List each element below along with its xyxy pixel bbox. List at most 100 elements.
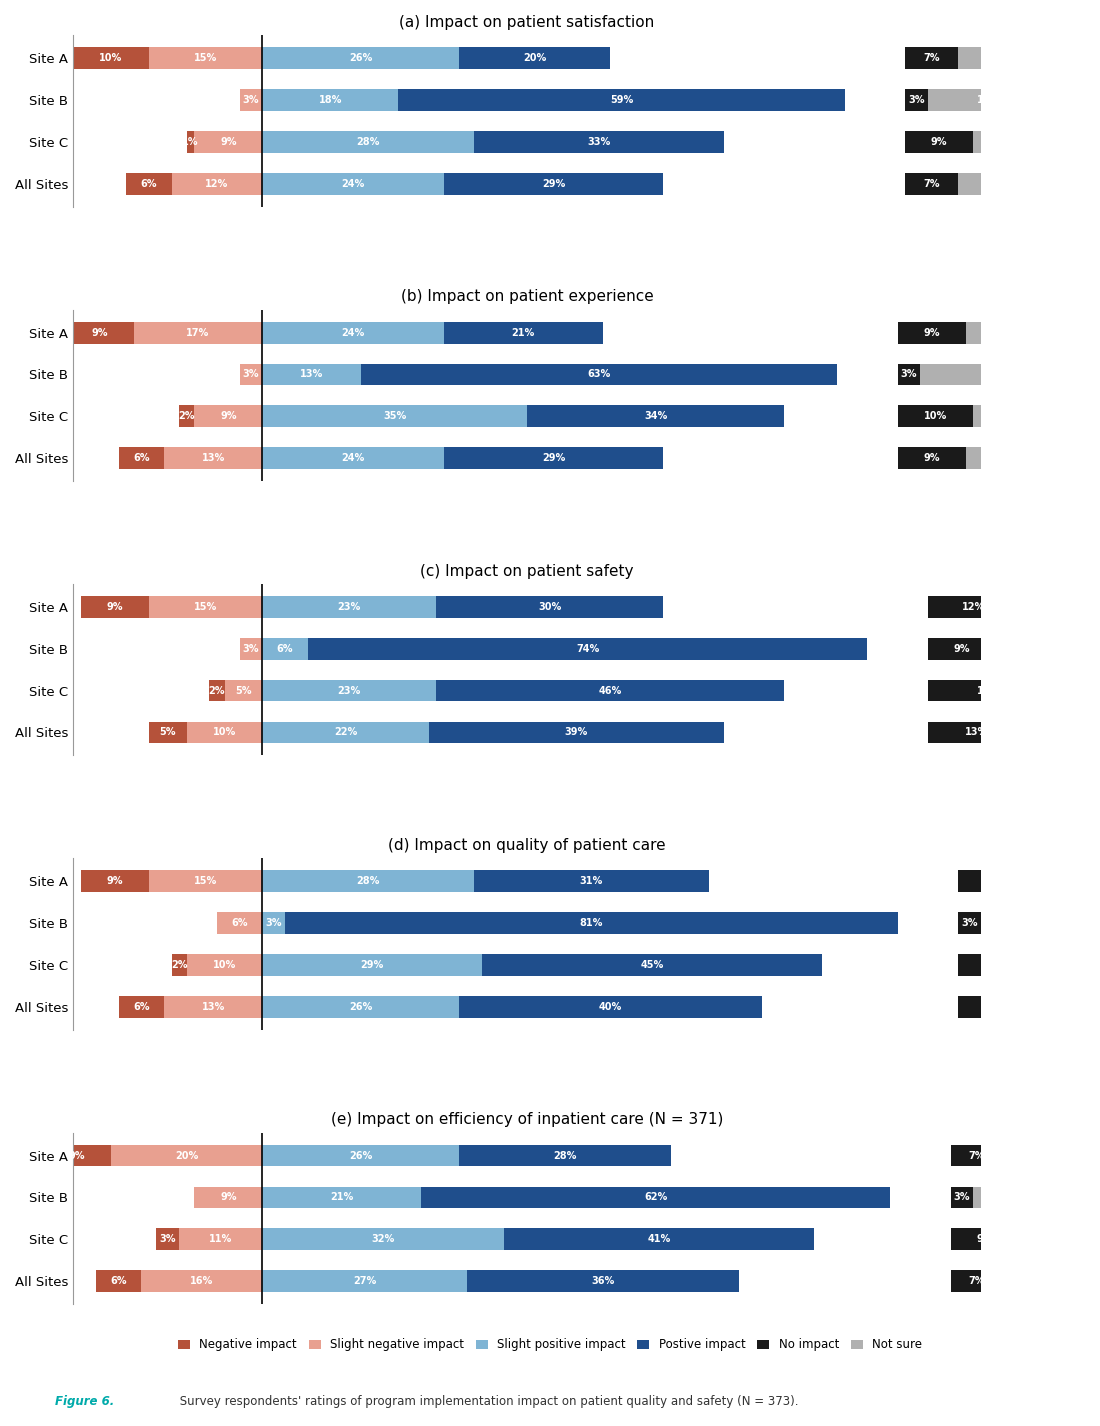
Bar (981, 913, 1026, 934)
Bar (119, 995, 164, 1018)
Bar (141, 1271, 262, 1292)
Bar (262, 90, 398, 111)
Text: 62%: 62% (644, 1192, 668, 1202)
Bar (74, 47, 148, 70)
Text: 12%: 12% (1053, 602, 1076, 612)
Text: 3%: 3% (160, 1235, 176, 1245)
Title: (c) Impact on patient safety: (c) Impact on patient safety (420, 563, 634, 579)
Bar (459, 1145, 671, 1166)
Bar (1003, 1145, 1079, 1166)
Bar (240, 364, 262, 385)
Bar (950, 1145, 1003, 1166)
Text: 13%: 13% (300, 369, 323, 379)
Text: 24%: 24% (341, 328, 365, 338)
Text: 10%: 10% (213, 727, 236, 737)
Text: 39%: 39% (564, 727, 587, 737)
Bar (898, 448, 966, 469)
Bar (1026, 722, 1100, 743)
Text: Survey respondents' ratings of program implementation impact on patient quality : Survey respondents' ratings of program i… (176, 1395, 799, 1407)
Text: 32%: 32% (372, 1235, 395, 1245)
Bar (1049, 680, 1100, 702)
Text: 21%: 21% (512, 328, 535, 338)
Text: 9%: 9% (69, 1151, 86, 1161)
Bar (262, 870, 474, 893)
Text: 20%: 20% (522, 53, 547, 63)
Text: 22%: 22% (334, 727, 358, 737)
Bar (179, 405, 195, 428)
Bar (443, 448, 663, 469)
Bar (958, 47, 1100, 70)
Text: 24%: 24% (341, 453, 365, 463)
Bar (66, 322, 134, 344)
Text: 1%: 1% (183, 137, 199, 147)
Text: 9%: 9% (923, 328, 939, 338)
Bar (950, 1186, 974, 1208)
Bar (459, 47, 610, 70)
Text: 13%: 13% (201, 1001, 224, 1011)
Bar (262, 405, 527, 428)
Bar (1026, 870, 1087, 893)
Bar (187, 722, 262, 743)
Bar (950, 1271, 1003, 1292)
Text: 5%: 5% (160, 727, 176, 737)
Bar (361, 364, 837, 385)
Bar (898, 322, 966, 344)
Text: 74%: 74% (576, 643, 600, 653)
Text: 46%: 46% (598, 686, 622, 696)
Bar (466, 1271, 739, 1292)
Bar (429, 722, 724, 743)
Text: 28%: 28% (356, 877, 380, 887)
Text: 17%: 17% (186, 328, 210, 338)
Text: 9%: 9% (1022, 643, 1038, 653)
Title: (a) Impact on patient satisfaction: (a) Impact on patient satisfaction (399, 16, 654, 30)
Text: 3%: 3% (901, 369, 917, 379)
Text: 59%: 59% (610, 96, 634, 106)
Text: 16%: 16% (977, 686, 1000, 696)
Bar (224, 680, 262, 702)
Title: (e) Impact on efficiency of inpatient care (N = 371): (e) Impact on efficiency of inpatient ca… (331, 1112, 723, 1128)
Text: 27%: 27% (353, 1276, 376, 1286)
Text: 2%: 2% (209, 686, 226, 696)
Bar (898, 405, 974, 428)
Bar (262, 637, 308, 660)
Bar (958, 954, 1034, 975)
Bar (96, 1271, 141, 1292)
Title: (d) Impact on quality of patient care: (d) Impact on quality of patient care (388, 838, 666, 853)
Bar (905, 173, 958, 195)
Text: 28%: 28% (553, 1151, 576, 1161)
Text: 45%: 45% (640, 960, 663, 970)
Bar (958, 995, 1026, 1018)
Bar (958, 870, 1026, 893)
Text: 29%: 29% (542, 178, 565, 188)
Text: 24%: 24% (341, 178, 365, 188)
Text: 23%: 23% (338, 686, 361, 696)
Bar (262, 1145, 459, 1166)
Bar (443, 322, 603, 344)
Text: 6%: 6% (231, 918, 248, 928)
Bar (966, 448, 1100, 469)
Bar (262, 47, 459, 70)
Text: 9%: 9% (91, 328, 108, 338)
Bar (504, 1228, 814, 1251)
Text: 3%: 3% (243, 96, 260, 106)
Bar (958, 913, 981, 934)
Text: 36%: 36% (591, 1276, 614, 1286)
Bar (958, 173, 1100, 195)
Bar (262, 1228, 504, 1251)
Bar (262, 131, 474, 153)
Text: 26%: 26% (349, 53, 372, 63)
Text: 16%: 16% (977, 96, 1000, 106)
Bar (443, 173, 663, 195)
Text: 5%: 5% (1030, 1235, 1046, 1245)
Title: (b) Impact on patient experience: (b) Impact on patient experience (400, 289, 653, 304)
Bar (111, 1145, 262, 1166)
Text: 12%: 12% (206, 178, 229, 188)
Text: 15%: 15% (194, 602, 217, 612)
Text: 13%: 13% (966, 727, 989, 737)
Text: 3%: 3% (265, 918, 282, 928)
Text: 21%: 21% (1034, 328, 1057, 338)
Text: 19%: 19% (1034, 137, 1057, 147)
Text: 2%: 2% (170, 960, 187, 970)
Bar (921, 364, 1064, 385)
Text: 9%: 9% (923, 453, 939, 463)
